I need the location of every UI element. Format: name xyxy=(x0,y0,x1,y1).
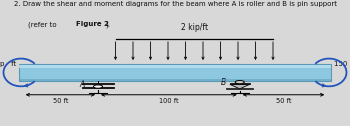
Text: 2. Draw the shear and moment diagrams for the beam where A is roller and B is pi: 2. Draw the shear and moment diagrams fo… xyxy=(14,1,336,7)
Text: 50 ft: 50 ft xyxy=(52,98,68,104)
Text: B: B xyxy=(220,78,226,87)
Bar xyxy=(230,83,250,84)
Bar xyxy=(226,88,253,89)
Text: ).: ). xyxy=(105,21,110,28)
Bar xyxy=(82,83,114,84)
Text: 150  kip · ft: 150 kip · ft xyxy=(334,61,350,67)
Text: A: A xyxy=(79,80,85,89)
Text: (refer to: (refer to xyxy=(28,21,59,28)
Circle shape xyxy=(93,85,103,88)
Text: 2 kip/ft: 2 kip/ft xyxy=(181,23,208,32)
Polygon shape xyxy=(230,84,250,89)
Bar xyxy=(19,65,331,68)
Text: Figure 2: Figure 2 xyxy=(76,21,109,27)
Bar xyxy=(19,79,331,81)
Bar xyxy=(19,64,331,81)
Text: 50 ft: 50 ft xyxy=(276,98,291,104)
Text: 100 ft: 100 ft xyxy=(159,98,179,104)
Text: 150  kip · ft: 150 kip · ft xyxy=(0,61,16,67)
Circle shape xyxy=(235,81,244,84)
Bar xyxy=(82,87,114,88)
